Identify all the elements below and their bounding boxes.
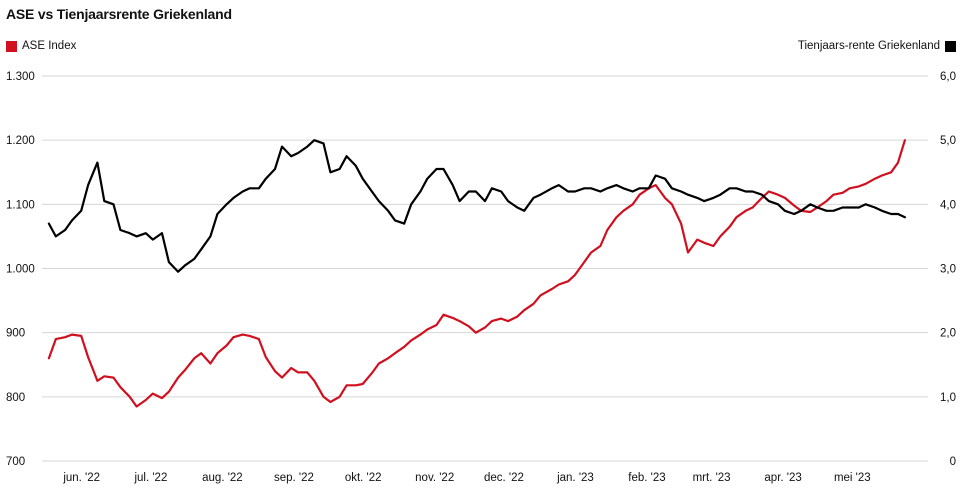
chart-title: ASE vs Tienjaarsrente Griekenland bbox=[6, 6, 232, 22]
x-tick-label: dec. '22 bbox=[484, 472, 524, 484]
y-right-tick-label: 3,0 bbox=[940, 264, 956, 276]
y-right-tick-label: 0 bbox=[950, 456, 956, 468]
legend-ase-label: ASE Index bbox=[22, 40, 77, 52]
y-right-tick-label: 1,0 bbox=[940, 392, 956, 404]
legend-yield-swatch bbox=[945, 40, 956, 52]
series-line-ase-index bbox=[47, 139, 907, 408]
x-tick-label: sep. '22 bbox=[274, 472, 314, 484]
x-tick-label: aug. '22 bbox=[202, 472, 243, 484]
y-left-tick-label: 1.100 bbox=[6, 199, 35, 211]
y-right-tick-label: 4,0 bbox=[940, 199, 956, 211]
y-left-tick-label: 900 bbox=[6, 328, 25, 340]
y-left-tick-label: 1.000 bbox=[6, 264, 35, 276]
x-tick-label: jan. '23 bbox=[556, 472, 594, 484]
y-left-tick-label: 800 bbox=[6, 392, 25, 404]
y-right-tick-label: 2,0 bbox=[940, 328, 956, 340]
y-left-tick-label: 700 bbox=[6, 456, 25, 468]
x-tick-label: jul. '22 bbox=[133, 472, 167, 484]
x-tick-label: apr. '23 bbox=[764, 472, 801, 484]
y-left-tick-label: 1.200 bbox=[6, 135, 35, 147]
legend-yield: Tienjaars-rente Griekenland bbox=[798, 40, 956, 52]
series-line-greek-10y-yield bbox=[47, 139, 907, 273]
x-tick-label: mei '23 bbox=[834, 472, 871, 484]
x-tick-label: okt. '22 bbox=[345, 472, 382, 484]
x-tick-label: nov. '22 bbox=[415, 472, 454, 484]
x-tick-label: feb. '23 bbox=[628, 472, 665, 484]
y-left-tick-label: 1.300 bbox=[6, 71, 35, 83]
x-tick-label: mrt. '23 bbox=[693, 472, 731, 484]
y-right-tick-label: 5,0 bbox=[940, 135, 956, 147]
legend-ase-swatch bbox=[6, 40, 17, 52]
x-tick-label: jun. '22 bbox=[62, 472, 100, 484]
y-right-tick-label: 6,0 bbox=[940, 71, 956, 83]
legend-yield-label: Tienjaars-rente Griekenland bbox=[797, 40, 940, 52]
legend-ase: ASE Index bbox=[6, 40, 76, 52]
